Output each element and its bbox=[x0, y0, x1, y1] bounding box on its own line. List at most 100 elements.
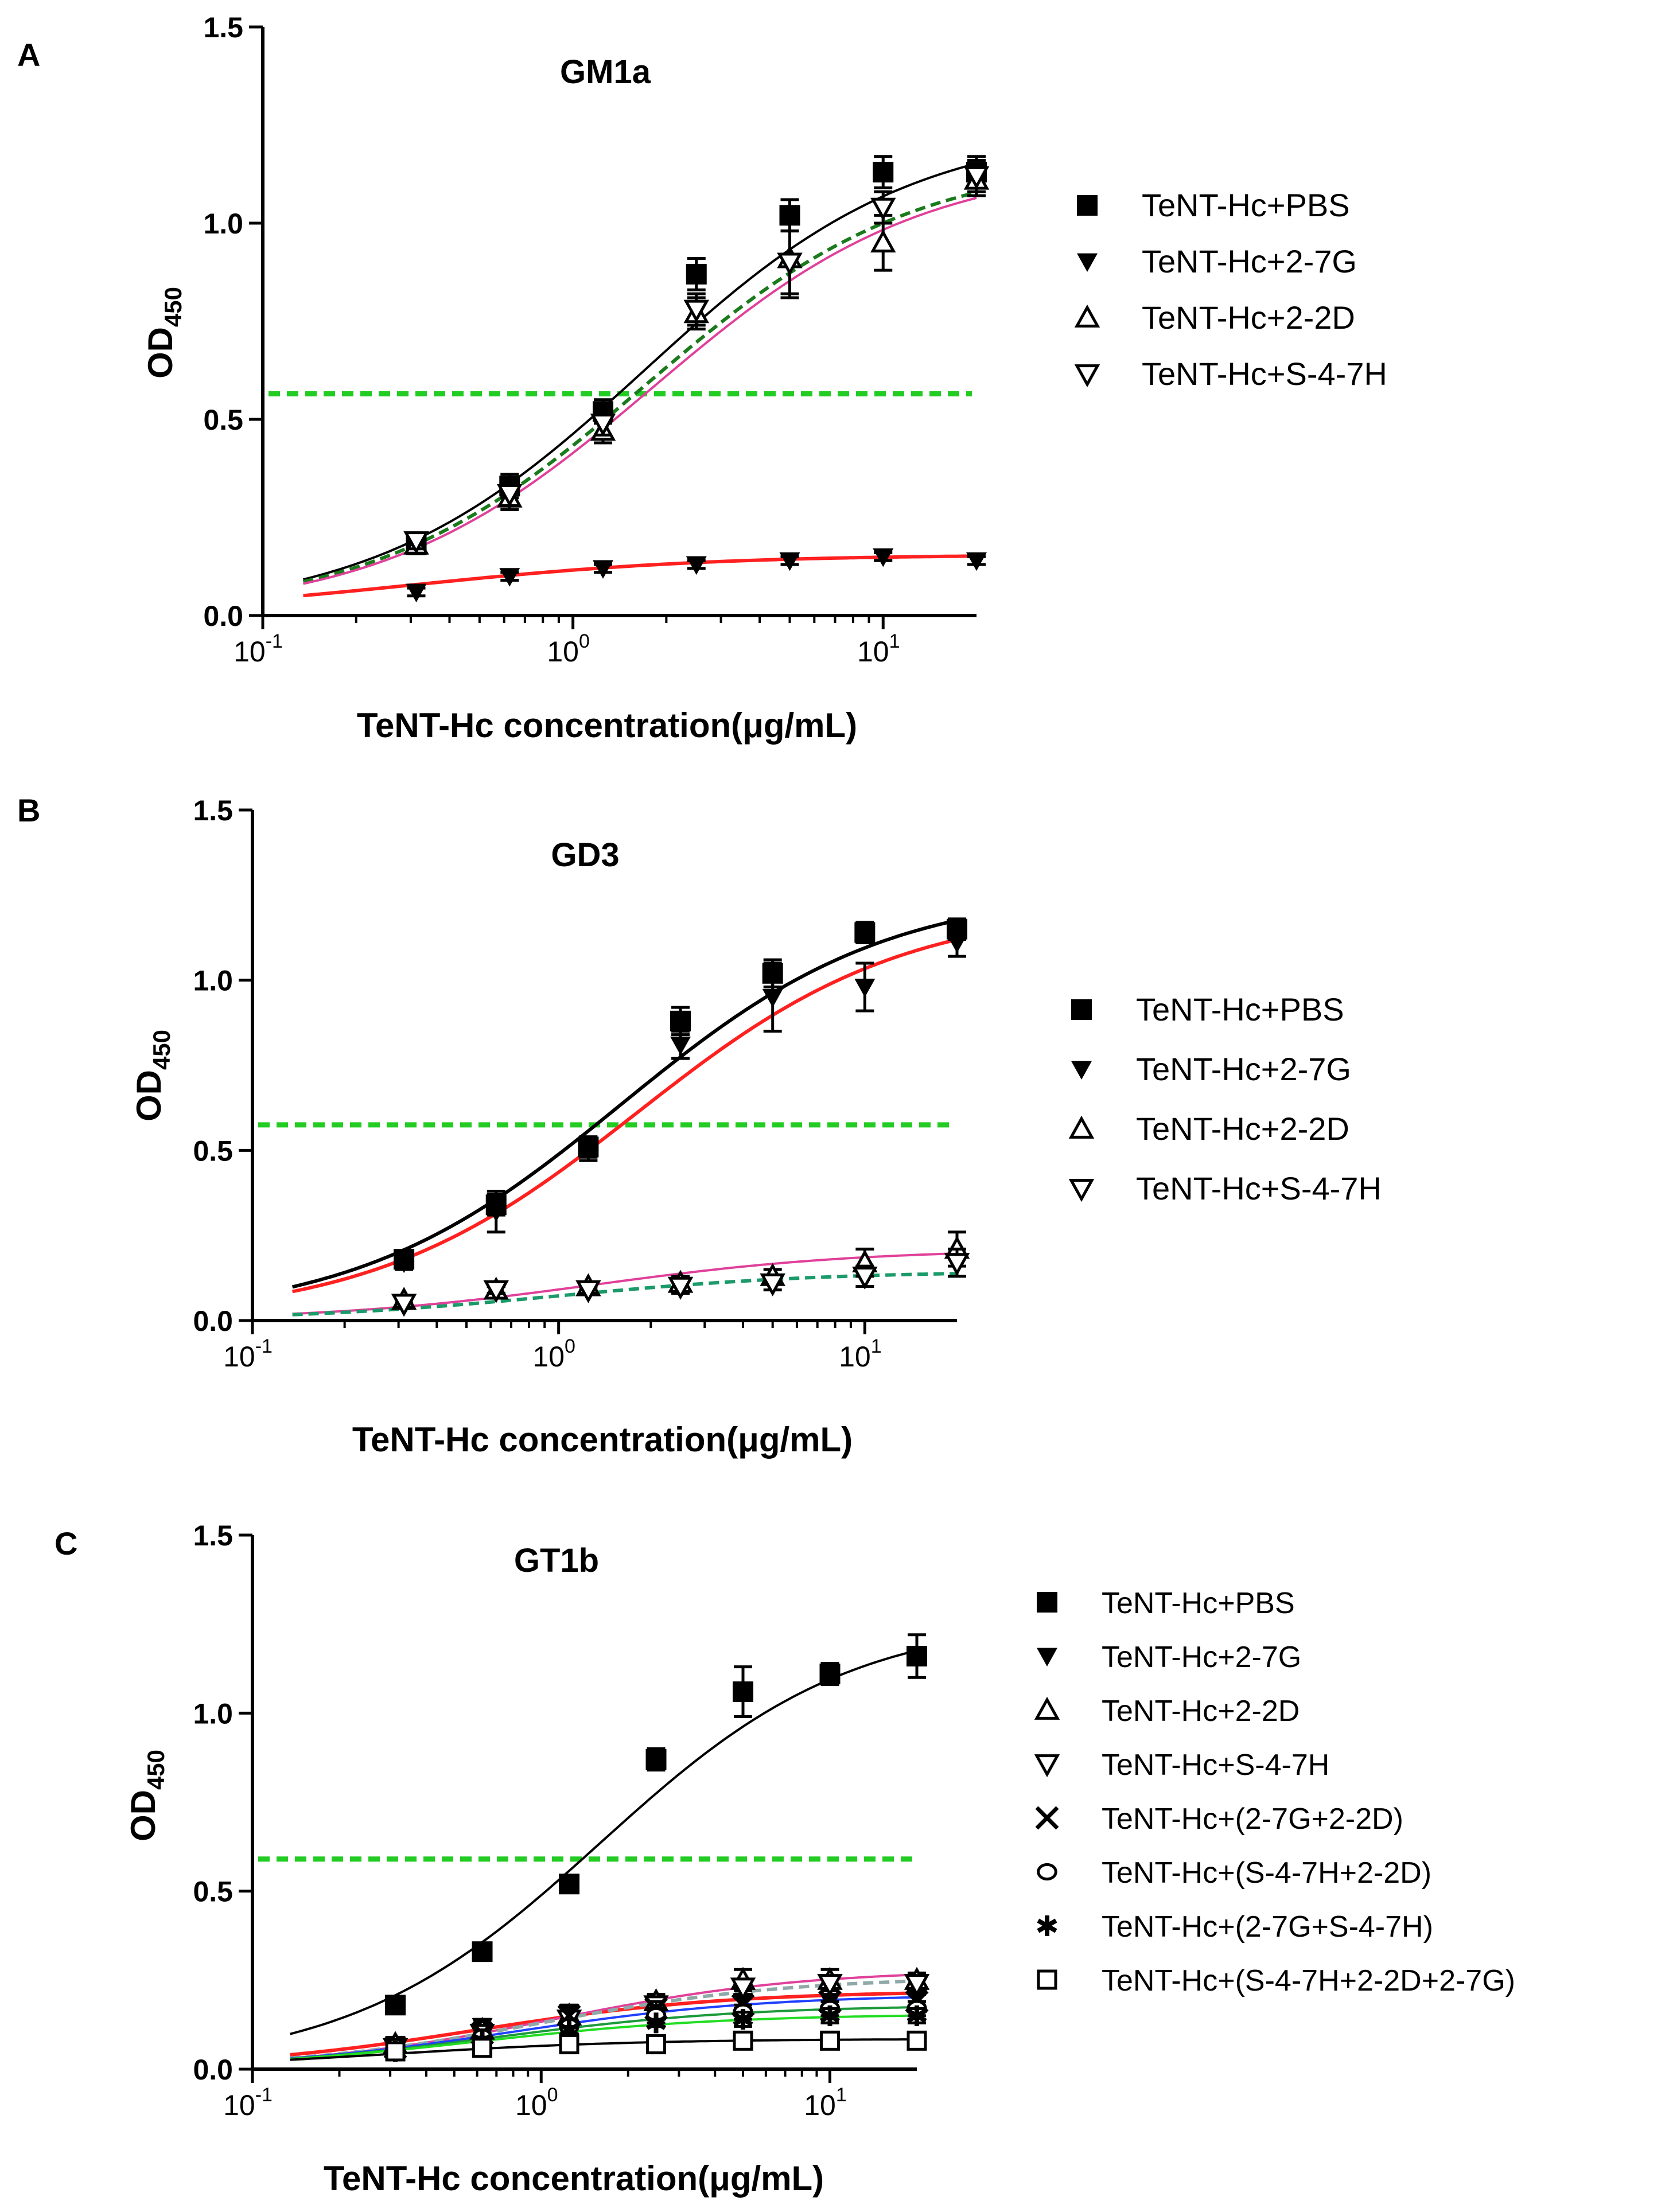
legend-marker bbox=[1037, 1863, 1057, 1881]
legend-label: TeNT-Hc+PBS bbox=[1136, 991, 1344, 1027]
legend-marker bbox=[1071, 999, 1092, 1020]
fit-curve-1 bbox=[291, 937, 958, 1294]
data-point bbox=[733, 2009, 753, 2030]
data-point bbox=[670, 1037, 691, 1056]
data-point bbox=[483, 1280, 509, 1303]
legend-marker bbox=[1034, 1754, 1060, 1778]
legend-label: TeNT-Hc+2-7G bbox=[1136, 1051, 1351, 1087]
data-point bbox=[779, 552, 800, 571]
x-tick-label-base: 10 bbox=[223, 1341, 255, 1373]
data-point-spoke-2 bbox=[645, 2015, 667, 2030]
legend-label: TeNT-Hc+2-7G bbox=[1142, 243, 1357, 279]
y-axis-title-subscript: 450 bbox=[159, 287, 186, 327]
data-point bbox=[854, 979, 876, 998]
y-tick-label: 0.5 bbox=[193, 1135, 233, 1167]
y-tick-label: 1.5 bbox=[193, 795, 233, 827]
chart-title: GM1a bbox=[560, 53, 651, 91]
y-tick-label: 0.5 bbox=[193, 1876, 233, 1908]
data-point bbox=[497, 484, 523, 508]
data-point bbox=[403, 531, 429, 555]
legend-label: TeNT-Hc+PBS bbox=[1102, 1587, 1295, 1620]
data-point bbox=[645, 2012, 667, 2034]
data-point bbox=[819, 1664, 841, 1685]
legend-label: TeNT-Hc+S-4-7H bbox=[1102, 1748, 1329, 1782]
data-point bbox=[645, 1749, 667, 1770]
data-point bbox=[472, 1941, 493, 1962]
data-point bbox=[947, 934, 967, 953]
series-1 bbox=[394, 928, 967, 1274]
y-axis-title-subscript: 450 bbox=[142, 1750, 169, 1790]
data-point bbox=[590, 413, 616, 437]
legend-marker bbox=[1071, 1061, 1092, 1080]
x-tick-label-exponent: 0 bbox=[565, 1335, 575, 1357]
legend-label: TeNT-Hc+2-7G bbox=[1102, 1641, 1301, 1674]
legend-label: TeNT-Hc+(2-7G+2-2D) bbox=[1102, 1802, 1403, 1836]
series-1 bbox=[406, 548, 987, 602]
legend-marker bbox=[1077, 195, 1098, 216]
y-tick-label: 0.0 bbox=[203, 600, 243, 632]
y-axis-title-base: OD bbox=[124, 1790, 162, 1841]
data-point bbox=[733, 2030, 753, 2051]
legend-label: TeNT-Hc+S-4-7H bbox=[1136, 1170, 1382, 1206]
x-tick-label-base: 10 bbox=[804, 2089, 836, 2121]
data-point bbox=[575, 1280, 601, 1303]
x-tick-label: 100 bbox=[547, 630, 590, 668]
data-point bbox=[667, 1276, 694, 1300]
legend: TeNT-Hc+PBS TeNT-Hc+2-7G TeNT-Hc+2-2D TeNT-… bbox=[1034, 1587, 1515, 1997]
x-tick-label-exponent: 1 bbox=[836, 2084, 847, 2106]
data-point bbox=[817, 1974, 843, 1997]
x-tick-label-base: 10 bbox=[857, 636, 889, 668]
x-tick-label-base: 10 bbox=[223, 2089, 255, 2121]
panel-letter: A bbox=[17, 37, 40, 73]
data-point bbox=[670, 1010, 691, 1031]
data-point bbox=[406, 583, 427, 602]
legend-label: TeNT-Hc+2-2D bbox=[1142, 299, 1355, 336]
legend-label: TeNT-Hc+2-2D bbox=[1102, 1695, 1300, 1728]
y-axis-title: OD450 bbox=[124, 1750, 169, 1841]
legend-marker-stroke-b bbox=[1035, 1806, 1059, 1830]
x-axis-title: TeNT-Hc concentration(μg/mL) bbox=[324, 2159, 824, 2198]
legend: TeNT-Hc+PBS TeNT-Hc+2-7G TeNT-Hc+2-2D TeNT-… bbox=[1074, 187, 1387, 392]
data-point bbox=[646, 2034, 667, 2055]
x-axis-title: TeNT-Hc concentration(μg/mL) bbox=[357, 706, 857, 745]
x-tick-label: 101 bbox=[857, 630, 900, 668]
data-point bbox=[907, 1646, 927, 1667]
legend-marker bbox=[1037, 1915, 1057, 1936]
x-tick-label-base: 10 bbox=[234, 636, 266, 668]
series-3 bbox=[391, 1247, 970, 1317]
legend-marker bbox=[1035, 1806, 1059, 1830]
data-point bbox=[559, 2034, 579, 2055]
legend-marker bbox=[1037, 1969, 1057, 1990]
data-point bbox=[394, 1254, 415, 1274]
data-point bbox=[472, 2038, 493, 2058]
y-tick-label: 1.5 bbox=[203, 11, 243, 44]
series-0 bbox=[385, 1633, 927, 2016]
y-tick-label: 0.0 bbox=[193, 2054, 233, 2086]
x-tick-label-exponent: -1 bbox=[266, 630, 283, 652]
legend-label: TeNT-Hc+PBS bbox=[1142, 187, 1350, 223]
y-axis-title-base: OD bbox=[130, 1070, 168, 1121]
legend-label: TeNT-Hc+(S-4-7H+2-2D) bbox=[1102, 1856, 1431, 1890]
legend: TeNT-Hc+PBS TeNT-Hc+2-7G TeNT-Hc+2-2D TeNT-… bbox=[1068, 991, 1382, 1206]
y-axis-title-subscript: 450 bbox=[148, 1030, 175, 1070]
data-point bbox=[854, 922, 876, 943]
series-3 bbox=[403, 159, 990, 555]
x-tick-label-exponent: -1 bbox=[255, 1335, 273, 1357]
data-point bbox=[870, 197, 896, 221]
data-point bbox=[944, 1253, 970, 1276]
legend-marker bbox=[1077, 253, 1098, 272]
x-tick-label-exponent: -1 bbox=[255, 2084, 273, 2106]
x-tick-label: 101 bbox=[804, 2084, 847, 2121]
x-tick-label-exponent: 1 bbox=[871, 1335, 882, 1357]
x-tick-label-exponent: 0 bbox=[547, 2084, 558, 2106]
x-tick-label-exponent: 0 bbox=[579, 630, 590, 652]
data-point-spoke-2 bbox=[559, 2023, 579, 2038]
data-point bbox=[686, 263, 707, 285]
x-tick-label-base: 10 bbox=[532, 1341, 565, 1373]
data-point bbox=[733, 1681, 754, 1703]
panel-letter: B bbox=[17, 792, 40, 828]
